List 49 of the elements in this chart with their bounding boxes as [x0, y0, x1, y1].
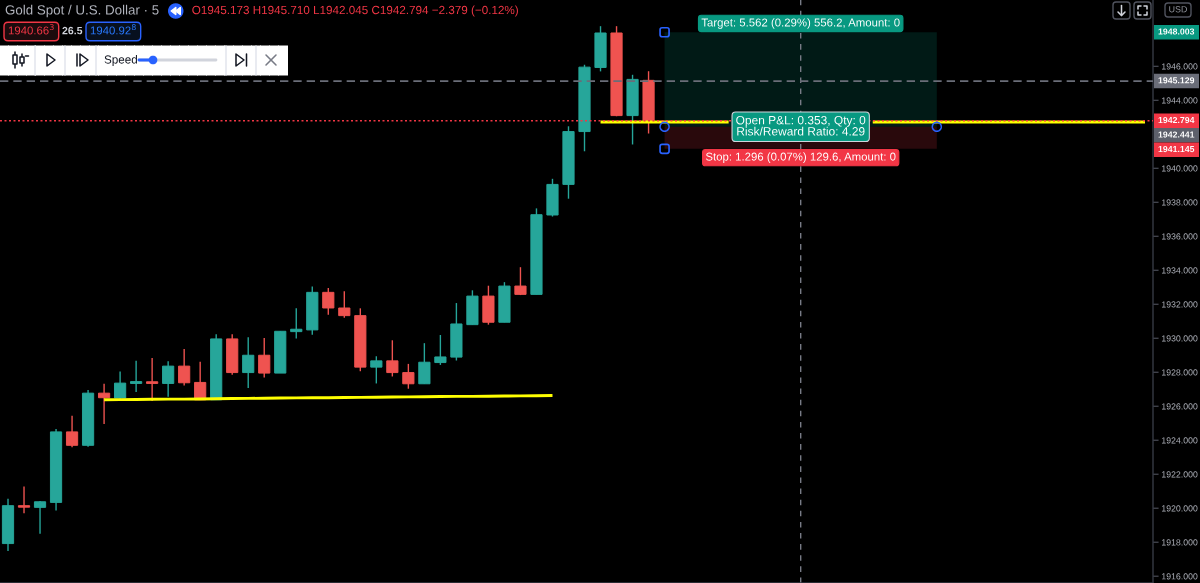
- candlestick: [402, 363, 415, 390]
- y-tick-label: 1936.000: [1162, 233, 1198, 240]
- candlestick: [130, 360, 143, 393]
- band-label: Stop: 1.296 (0.07%) 129.6, Amount: 0: [705, 152, 896, 163]
- y-tick-label: 1928.000: [1162, 369, 1198, 376]
- candlestick: [162, 360, 175, 398]
- candlestick: [33, 500, 47, 535]
- candlestick: [98, 383, 111, 425]
- annotation: Speed: [104, 55, 137, 66]
- y-tick-label: 1916.000: [1162, 573, 1198, 580]
- candlestick: [114, 370, 127, 401]
- ref-line-label: 1945.129: [1158, 77, 1195, 84]
- candlestick: [322, 287, 335, 316]
- candlestick: [386, 339, 399, 378]
- y-tick-label: 1924.000: [1162, 437, 1198, 444]
- y-tick-label: 1944.000: [1162, 97, 1198, 104]
- candlestick: [65, 415, 79, 449]
- candlestick: [418, 342, 431, 385]
- candlestick: [178, 348, 191, 387]
- band-label: Target: 5.562 (0.29%) 556.2, Amount: 0: [701, 18, 900, 29]
- text: USD: [1169, 6, 1187, 13]
- y-tick-label: 1934.000: [1162, 267, 1198, 274]
- candlestick: [17, 485, 31, 515]
- y-tick-label: 1918.000: [1162, 539, 1198, 546]
- y-tick-label: 1922.000: [1162, 471, 1198, 478]
- candlestick: [290, 307, 303, 340]
- y-tick-label: 1940.000: [1162, 165, 1198, 172]
- candlestick: [514, 266, 527, 296]
- candlestick: [370, 355, 383, 385]
- chart-title: Gold Spot / U.S. Dollar · 5: [5, 4, 159, 18]
- candlestick: [258, 337, 271, 379]
- y-tick-label: 1930.000: [1162, 335, 1198, 342]
- text: 1941.145: [1158, 145, 1195, 153]
- annotation: 1940.92$^{8}$: [90, 24, 136, 35]
- y-tick-label: 1926.000: [1162, 403, 1198, 410]
- ref-line-label: 1942.794: [1158, 116, 1195, 124]
- y-tick-label: 1946.000: [1162, 63, 1198, 70]
- annotation: O1945.173 H1945.710 L1942.045 C1942.794 −2.379 (−0.12%): [192, 5, 518, 17]
- candlestick: [242, 336, 255, 389]
- y-tick-label: 1938.000: [1162, 199, 1198, 206]
- annotation: 26.5: [62, 26, 83, 35]
- y-tick-label: 1932.000: [1162, 301, 1198, 308]
- annotation: 1940.66$^{3}$: [8, 24, 54, 35]
- candlestick: [434, 334, 447, 366]
- annotation: Open P&L: 0.353, Qty: 0 Risk/Reward Ratio: 4.29: [736, 115, 866, 136]
- text: 1948.003: [1158, 28, 1195, 35]
- text: 1942.441: [1158, 131, 1195, 138]
- y-tick-label: 1920.000: [1162, 505, 1198, 512]
- candlestick: [338, 290, 351, 319]
